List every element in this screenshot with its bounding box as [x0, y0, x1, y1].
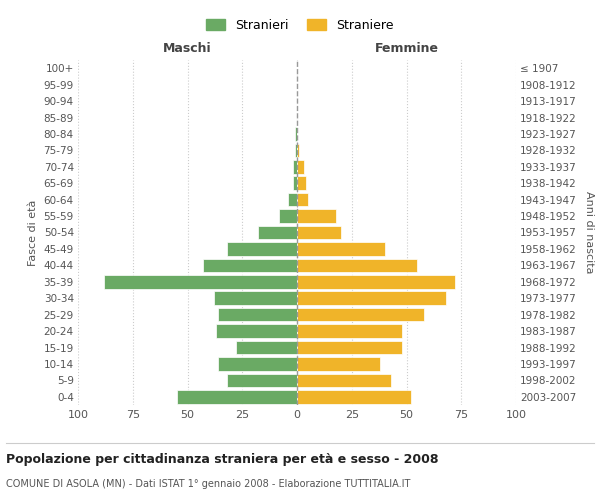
- Bar: [297, 292, 446, 305]
- Bar: [236, 341, 297, 354]
- Bar: [297, 308, 424, 322]
- Bar: [297, 357, 380, 370]
- Bar: [297, 374, 391, 387]
- Bar: [295, 127, 297, 140]
- Y-axis label: Fasce di età: Fasce di età: [28, 200, 38, 266]
- Bar: [257, 226, 297, 239]
- Bar: [227, 242, 297, 256]
- Text: Maschi: Maschi: [163, 42, 212, 55]
- Bar: [218, 357, 297, 370]
- Bar: [218, 308, 297, 322]
- Bar: [280, 210, 297, 223]
- Bar: [297, 210, 337, 223]
- Bar: [293, 176, 297, 190]
- Bar: [216, 324, 297, 338]
- Bar: [214, 292, 297, 305]
- Bar: [295, 144, 297, 157]
- Bar: [176, 390, 297, 404]
- Bar: [104, 275, 297, 288]
- Text: COMUNE DI ASOLA (MN) - Dati ISTAT 1° gennaio 2008 - Elaborazione TUTTITALIA.IT: COMUNE DI ASOLA (MN) - Dati ISTAT 1° gen…: [6, 479, 410, 489]
- Bar: [297, 176, 306, 190]
- Legend: Stranieri, Straniere: Stranieri, Straniere: [202, 14, 398, 37]
- Bar: [288, 193, 297, 206]
- Bar: [297, 193, 308, 206]
- Bar: [293, 160, 297, 173]
- Bar: [297, 226, 341, 239]
- Bar: [297, 258, 418, 272]
- Text: Femmine: Femmine: [374, 42, 439, 55]
- Bar: [297, 242, 385, 256]
- Bar: [297, 324, 402, 338]
- Bar: [297, 160, 304, 173]
- Bar: [203, 258, 297, 272]
- Bar: [297, 144, 299, 157]
- Text: Popolazione per cittadinanza straniera per età e sesso - 2008: Popolazione per cittadinanza straniera p…: [6, 452, 439, 466]
- Bar: [227, 374, 297, 387]
- Bar: [297, 341, 402, 354]
- Y-axis label: Anni di nascita: Anni di nascita: [584, 191, 593, 274]
- Bar: [297, 390, 411, 404]
- Bar: [297, 275, 455, 288]
